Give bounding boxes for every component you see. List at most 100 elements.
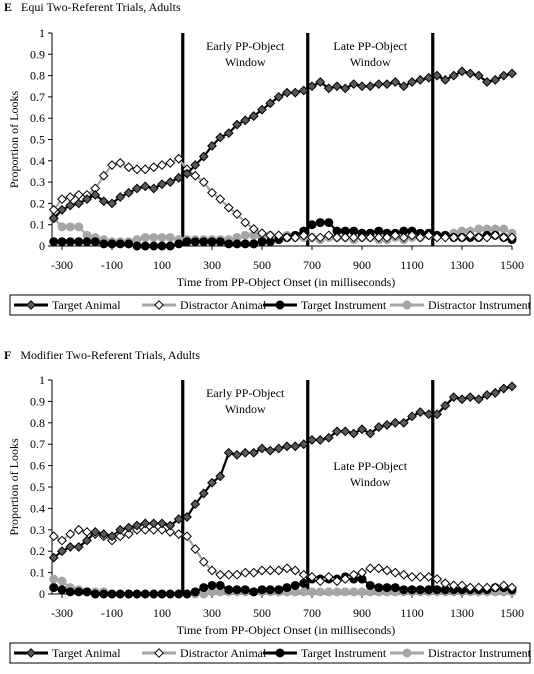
x-tick-label: -300 [51, 258, 73, 272]
data-point [207, 187, 217, 198]
data-point [232, 239, 242, 249]
data-point [124, 589, 134, 599]
data-point [423, 571, 434, 582]
data-point [132, 183, 142, 194]
window-label: Window [350, 475, 391, 489]
data-point [198, 151, 209, 162]
y-axis-title: Proportion of Looks [7, 91, 21, 189]
data-point [348, 232, 359, 243]
data-point [223, 202, 234, 213]
data-point [432, 409, 442, 420]
data-point [423, 409, 434, 420]
data-point [440, 400, 451, 411]
chart-title: E Equi Two-Referent Trials, Adults [4, 0, 181, 14]
data-point [232, 449, 242, 460]
data-point [332, 232, 342, 243]
data-point [298, 85, 309, 96]
data-point [198, 556, 209, 567]
legend-label: Target Animal [52, 646, 121, 660]
data-point [48, 552, 59, 563]
data-point [190, 499, 201, 510]
data-point [149, 232, 159, 242]
data-point [73, 198, 84, 209]
legend-item-distractor-instrument: Distractor Instrument [390, 298, 532, 312]
data-point [165, 527, 176, 537]
data-point [507, 68, 517, 79]
data-point [465, 68, 476, 79]
data-point [307, 220, 317, 230]
y-tick-label: 0.8 [30, 69, 45, 83]
data-point [98, 529, 109, 539]
data-point [340, 232, 351, 243]
data-point [107, 531, 117, 542]
data-point [198, 177, 209, 188]
data-point [332, 81, 342, 92]
legend-item-distractor-instrument: Distractor Instrument [390, 646, 532, 660]
data-point [282, 583, 292, 593]
data-point [140, 241, 150, 251]
x-tick-label: 900 [353, 606, 371, 620]
data-point [182, 168, 192, 179]
data-point [382, 232, 392, 243]
legend-swatch-marker [402, 300, 412, 310]
y-tick-label: 0.3 [30, 175, 45, 189]
data-point [215, 569, 226, 580]
panel-title-text: Modifier Two-Referent Trials, Adults [20, 348, 200, 362]
data-point [182, 589, 192, 599]
data-point [290, 441, 301, 452]
data-point [315, 232, 326, 243]
data-point [390, 567, 401, 578]
data-point [407, 585, 417, 595]
data-point [273, 443, 284, 454]
data-point [74, 237, 84, 247]
y-tick-label: 0.8 [30, 416, 45, 430]
data-point [249, 587, 259, 597]
data-point [473, 582, 484, 593]
data-point [282, 563, 292, 574]
data-point [123, 187, 134, 198]
data-point [257, 565, 267, 576]
data-point [323, 230, 334, 241]
data-point [199, 583, 209, 593]
data-point [148, 524, 159, 535]
y-tick-label: 0.1 [30, 566, 45, 580]
panel-letter: E [4, 0, 12, 14]
data-point [465, 582, 476, 593]
data-point [115, 192, 126, 202]
data-point [240, 230, 250, 240]
data-point [457, 232, 467, 243]
data-point [407, 77, 417, 87]
data-point [482, 77, 492, 87]
data-point [432, 574, 442, 584]
data-point [507, 582, 517, 593]
data-point [82, 535, 92, 546]
x-tick-label: 100 [153, 258, 171, 272]
data-point [465, 392, 476, 403]
data-point [357, 587, 367, 597]
x-tick-label: 1500 [500, 258, 524, 272]
data-point [148, 183, 159, 194]
legend-item-distractor-animal: Distractor Animal [142, 646, 267, 660]
panel-title-text: Equi Two-Referent Trials, Adults [21, 0, 181, 14]
data-point [107, 198, 117, 209]
data-point [448, 70, 459, 81]
data-point [315, 218, 325, 228]
legend-label: Target Instrument [301, 298, 387, 312]
data-point [307, 81, 317, 92]
data-point [115, 524, 126, 535]
data-point [82, 527, 92, 537]
data-point [407, 571, 417, 582]
data-point [457, 394, 467, 405]
window-label: Late PP-Object [333, 459, 407, 473]
data-point [215, 471, 226, 482]
data-point [65, 587, 75, 597]
data-point [307, 587, 317, 597]
data-point [49, 583, 59, 593]
data-point [432, 585, 442, 595]
data-point [448, 392, 459, 403]
data-point [273, 565, 284, 576]
y-tick-label: 0.6 [30, 459, 45, 473]
data-point [173, 172, 184, 183]
data-point [365, 232, 376, 243]
data-point [157, 524, 167, 535]
